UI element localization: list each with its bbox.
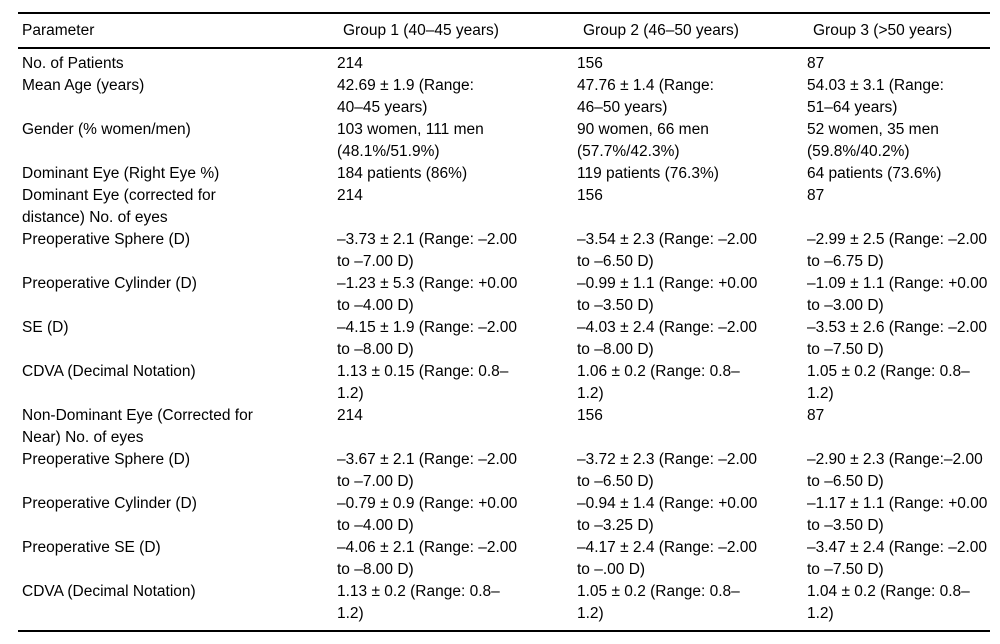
group1-value-cell: –3.73 ± 2.1 (Range: –2.00 to –7.00 D) bbox=[337, 231, 517, 270]
group3-value-cell: –2.99 ± 2.5 (Range: –2.00 to –6.75 D) bbox=[807, 231, 987, 270]
group1-value-cell: 1.13 ± 0.15 (Range: 0.8– 1.2) bbox=[337, 363, 509, 402]
group1-value-cell: 42.69 ± 1.9 (Range: 40–45 years) bbox=[337, 77, 474, 116]
parameter-cell: Preoperative Sphere (D) bbox=[22, 231, 190, 248]
table-row: Preoperative Cylinder (D) –1.23 ± 5.3 (R… bbox=[18, 273, 990, 317]
group3-value-cell: –1.17 ± 1.1 (Range: +0.00 to –3.50 D) bbox=[807, 495, 988, 534]
group1-value-cell: 214 bbox=[337, 407, 363, 424]
group1-value-cell: –1.23 ± 5.3 (Range: +0.00 to –4.00 D) bbox=[337, 275, 518, 314]
table-row: CDVA (Decimal Notation) 1.13 ± 0.15 (Ran… bbox=[18, 361, 990, 405]
group2-value-cell: –3.72 ± 2.3 (Range: –2.00 to –6.50 D) bbox=[577, 451, 757, 490]
table-row: Dominant Eye (corrected for distance) No… bbox=[18, 185, 990, 229]
group3-value-cell: 64 patients (73.6%) bbox=[807, 165, 942, 182]
group2-value-cell: –4.03 ± 2.4 (Range: –2.00 to –8.00 D) bbox=[577, 319, 757, 358]
parameter-cell: Gender (% women/men) bbox=[22, 121, 191, 138]
group1-value-cell: 184 patients (86%) bbox=[337, 165, 468, 182]
parameter-cell: Preoperative Cylinder (D) bbox=[22, 495, 197, 512]
table-row: Dominant Eye (Right Eye %) 184 patients … bbox=[18, 163, 990, 185]
table-row: CDVA (Decimal Notation) 1.13 ± 0.2 (Rang… bbox=[18, 581, 990, 631]
group2-value-cell: 156 bbox=[577, 187, 603, 204]
patient-demographics-table: Parameter Group 1 (40–45 years) Group 2 … bbox=[18, 12, 990, 632]
table-row: Preoperative Sphere (D) –3.67 ± 2.1 (Ran… bbox=[18, 449, 990, 493]
table-row: Preoperative Sphere (D) –3.73 ± 2.1 (Ran… bbox=[18, 229, 990, 273]
table-row: Preoperative SE (D) –4.06 ± 2.1 (Range: … bbox=[18, 537, 990, 581]
group1-value-cell: 103 women, 111 men (48.1%/51.9%) bbox=[337, 121, 484, 160]
parameter-cell: CDVA (Decimal Notation) bbox=[22, 583, 196, 600]
table-row: No. of Patients 214 156 87 bbox=[18, 48, 990, 75]
group2-value-cell: 119 patients (76.3%) bbox=[577, 165, 719, 182]
group3-value-cell: 54.03 ± 3.1 (Range: 51–64 years) bbox=[807, 77, 944, 116]
parameter-cell: Non-Dominant Eye (Corrected for Near) No… bbox=[22, 407, 253, 446]
parameter-cell: CDVA (Decimal Notation) bbox=[22, 363, 196, 380]
group1-value-cell: 214 bbox=[337, 187, 363, 204]
column-header-group1: Group 1 (40–45 years) bbox=[337, 13, 577, 49]
parameter-cell: No. of Patients bbox=[22, 55, 124, 72]
group2-value-cell: –0.99 ± 1.1 (Range: +0.00 to –3.50 D) bbox=[577, 275, 758, 314]
group3-value-cell: 87 bbox=[807, 55, 825, 72]
table-row: SE (D) –4.15 ± 1.9 (Range: –2.00 to –8.0… bbox=[18, 317, 990, 361]
group1-value-cell: –3.67 ± 2.1 (Range: –2.00 to –7.00 D) bbox=[337, 451, 517, 490]
group1-value-cell: –0.79 ± 0.9 (Range: +0.00 to –4.00 D) bbox=[337, 495, 518, 534]
table-row: Non-Dominant Eye (Corrected for Near) No… bbox=[18, 405, 990, 449]
table-row: Preoperative Cylinder (D) –0.79 ± 0.9 (R… bbox=[18, 493, 990, 537]
group3-value-cell: –3.53 ± 2.6 (Range: –2.00 to –7.50 D) bbox=[807, 319, 987, 358]
group2-value-cell: 156 bbox=[577, 55, 603, 72]
group2-value-cell: 156 bbox=[577, 407, 603, 424]
column-header-group2: Group 2 (46–50 years) bbox=[577, 13, 807, 49]
group3-value-cell: –3.47 ± 2.4 (Range: –2.00 to –7.50 D) bbox=[807, 539, 987, 578]
group2-value-cell: 90 women, 66 men (57.7%/42.3%) bbox=[577, 121, 709, 160]
group1-value-cell: 1.13 ± 0.2 (Range: 0.8– 1.2) bbox=[337, 583, 500, 622]
group3-value-cell: 87 bbox=[807, 187, 825, 204]
parameter-cell: Dominant Eye (Right Eye %) bbox=[22, 165, 220, 182]
parameter-cell: Dominant Eye (corrected for distance) No… bbox=[22, 187, 216, 226]
parameter-cell: SE (D) bbox=[22, 319, 69, 336]
parameter-cell: Preoperative Cylinder (D) bbox=[22, 275, 197, 292]
group3-value-cell: –2.90 ± 2.3 (Range:–2.00 to –6.50 D) bbox=[807, 451, 983, 490]
group3-value-cell: –1.09 ± 1.1 (Range: +0.00 to –3.00 D) bbox=[807, 275, 988, 314]
header-row: Parameter Group 1 (40–45 years) Group 2 … bbox=[18, 13, 990, 49]
table-row: Gender (% women/men) 103 women, 111 men … bbox=[18, 119, 990, 163]
table-row: Mean Age (years) 42.69 ± 1.9 (Range: 40–… bbox=[18, 75, 990, 119]
parameter-cell: Preoperative Sphere (D) bbox=[22, 451, 190, 468]
parameter-cell: Preoperative SE (D) bbox=[22, 539, 161, 556]
parameter-cell: Mean Age (years) bbox=[22, 77, 145, 94]
group2-value-cell: 47.76 ± 1.4 (Range: 46–50 years) bbox=[577, 77, 714, 116]
group2-value-cell: –0.94 ± 1.4 (Range: +0.00 to –3.25 D) bbox=[577, 495, 758, 534]
group1-value-cell: 214 bbox=[337, 55, 363, 72]
group3-value-cell: 1.05 ± 0.2 (Range: 0.8– 1.2) bbox=[807, 363, 970, 402]
group3-value-cell: 52 women, 35 men (59.8%/40.2%) bbox=[807, 121, 939, 160]
group2-value-cell: –3.54 ± 2.3 (Range: –2.00 to –6.50 D) bbox=[577, 231, 757, 270]
group2-value-cell: 1.05 ± 0.2 (Range: 0.8– 1.2) bbox=[577, 583, 740, 622]
column-header-group3: Group 3 (>50 years) bbox=[807, 13, 990, 49]
group3-value-cell: 87 bbox=[807, 407, 825, 424]
group2-value-cell: –4.17 ± 2.4 (Range: –2.00 to –.00 D) bbox=[577, 539, 757, 578]
group1-value-cell: –4.15 ± 1.9 (Range: –2.00 to –8.00 D) bbox=[337, 319, 517, 358]
group2-value-cell: 1.06 ± 0.2 (Range: 0.8– 1.2) bbox=[577, 363, 740, 402]
group1-value-cell: –4.06 ± 2.1 (Range: –2.00 to –8.00 D) bbox=[337, 539, 517, 578]
column-header-parameter: Parameter bbox=[18, 13, 337, 49]
group3-value-cell: 1.04 ± 0.2 (Range: 0.8– 1.2) bbox=[807, 583, 970, 622]
paper-table-region: Parameter Group 1 (40–45 years) Group 2 … bbox=[18, 12, 990, 632]
